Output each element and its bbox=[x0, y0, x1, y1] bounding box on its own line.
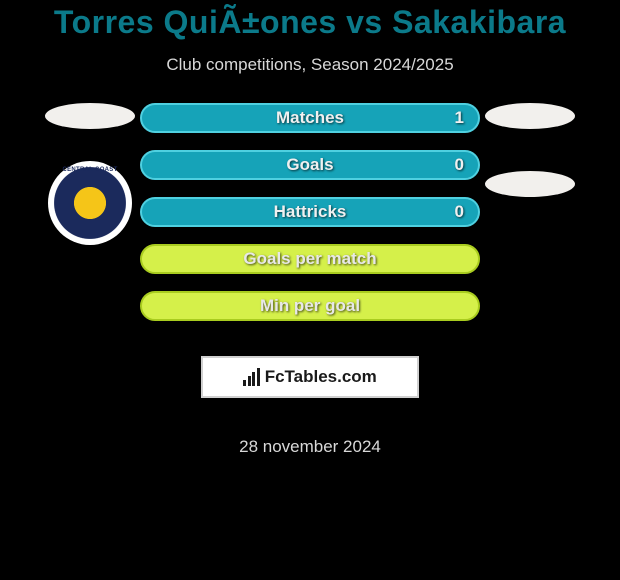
chart-bars-icon bbox=[243, 368, 260, 386]
player-photo-placeholder bbox=[485, 103, 575, 129]
stat-bar-min-per-goal: Min per goal bbox=[140, 291, 480, 321]
team-logo-inner-icon bbox=[62, 175, 118, 231]
stat-value: 0 bbox=[455, 202, 464, 222]
stat-bar-matches: Matches 1 bbox=[140, 103, 480, 133]
team-logo-placeholder bbox=[485, 171, 575, 197]
stat-value: 0 bbox=[455, 155, 464, 175]
stat-label: Min per goal bbox=[260, 296, 360, 316]
main-row: CENTRAL COAST Matches 1 Goals 0 Hattrick… bbox=[0, 103, 620, 457]
stat-value: 1 bbox=[455, 108, 464, 128]
stats-column: Matches 1 Goals 0 Hattricks 0 Goals per … bbox=[140, 103, 480, 457]
page-subtitle: Club competitions, Season 2024/2025 bbox=[166, 55, 453, 75]
stat-label: Goals per match bbox=[243, 249, 376, 269]
right-player-column bbox=[480, 103, 580, 221]
team-logo-mariners: CENTRAL COAST bbox=[48, 161, 132, 245]
stat-bar-hattricks: Hattricks 0 bbox=[140, 197, 480, 227]
fctables-brand-text: FcTables.com bbox=[265, 367, 377, 387]
date-text: 28 november 2024 bbox=[239, 437, 381, 457]
stat-bar-goals-per-match: Goals per match bbox=[140, 244, 480, 274]
stat-label: Hattricks bbox=[274, 202, 347, 222]
stat-label: Goals bbox=[286, 155, 333, 175]
player-photo-placeholder bbox=[45, 103, 135, 129]
fctables-link[interactable]: FcTables.com bbox=[201, 356, 419, 398]
page-title: Torres QuiÃ±ones vs Sakakibara bbox=[54, 4, 566, 41]
team-logo-top-text: CENTRAL COAST bbox=[48, 167, 132, 173]
left-player-column: CENTRAL COAST bbox=[40, 103, 140, 245]
stat-bar-goals: Goals 0 bbox=[140, 150, 480, 180]
comparison-widget: Torres QuiÃ±ones vs Sakakibara Club comp… bbox=[0, 0, 620, 457]
stat-label: Matches bbox=[276, 108, 344, 128]
